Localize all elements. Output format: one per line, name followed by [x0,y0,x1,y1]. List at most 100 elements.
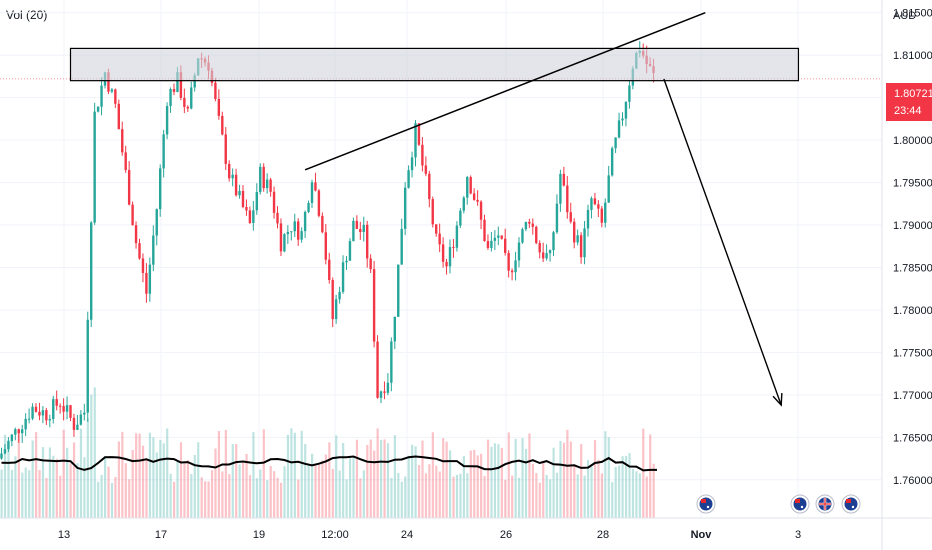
volume-bar [300,430,303,518]
price-tick-label: 1.80000 [893,135,932,147]
volume-bar [359,478,362,518]
volume-bar [31,440,34,518]
candle-body [617,120,621,138]
candle-body [186,106,189,109]
flag-australia-icon[interactable] [696,494,716,514]
volume-bar [386,443,390,518]
volume-bar [569,441,572,518]
candle-body [514,260,517,273]
candle-body [441,244,445,262]
volume-bar [162,443,165,518]
candle-body [124,152,127,171]
volume-bar [117,441,120,518]
volume-bar [380,439,383,518]
time-axis: 13 17 19 12:00 24 26 28 Nov 3 [0,517,932,541]
candle-body [221,115,224,135]
candle-body [241,190,245,207]
volume-bar [128,479,131,518]
volume-bar [83,457,86,518]
volume-bar [176,461,179,518]
candle-body [424,165,428,174]
volume-bar [504,479,507,518]
candle-body [248,210,252,223]
volume-bar [618,465,621,518]
volume-bar [490,446,493,518]
candle-body [552,232,555,251]
candle-body [279,223,283,252]
volume-bar [17,429,20,518]
price-tick-label: 1.76000 [893,475,932,487]
flag-uk-icon[interactable] [815,494,835,514]
volume-bar [366,445,369,518]
candle-body [417,123,421,145]
candle-body [141,258,145,273]
price-tick-label: 1.81500 [893,8,932,20]
volume-bar [55,458,58,518]
flag-australia-icon[interactable] [790,494,810,514]
volume-bar [473,449,476,518]
candle-body [148,264,152,294]
volume-bar [342,442,345,518]
candle-body [117,103,120,130]
candle-body [597,204,600,209]
candle-body [579,235,583,258]
candle-body [421,144,424,166]
time-tick-label: 3 [795,529,801,541]
volume-bar [66,447,69,518]
candle-body [438,233,441,245]
candle-body [58,405,62,407]
candle-body [176,72,179,92]
candle-body [372,269,376,342]
candle-body [79,414,83,425]
volume-bar [259,469,262,518]
volume-bar [242,461,245,518]
volume-bar [369,439,372,518]
volume-bar [624,455,628,518]
candle-body [507,252,510,271]
volume-bar [97,481,100,518]
candle-body [27,418,31,420]
volume-bar [7,440,10,518]
candle-body [131,204,134,226]
candle-body [93,111,96,223]
candle-body [517,242,521,261]
time-tick-label: 24 [401,529,413,541]
candle-body [272,191,276,213]
candle-body [566,185,569,213]
candle-body [472,193,476,200]
candle-body [604,202,607,223]
volume-bar [566,429,569,518]
currency-label: AUD [893,10,917,22]
candle-body [379,391,383,398]
candle-body [193,75,196,88]
candle-body [286,231,290,235]
volume-bar [286,434,290,518]
volume-bar [649,434,652,518]
volume-bar [138,433,141,518]
volume-indicator-label[interactable]: Vol (20) [6,8,48,22]
volume-bar [135,433,138,518]
candle-body [390,341,393,383]
volume-bar [0,469,3,518]
volume-bar [542,460,545,518]
volume-bar [204,481,207,518]
volume-bar [90,394,93,518]
candle-body [562,173,566,186]
volume-bar [221,471,224,518]
candle-body [228,163,231,179]
last-price-value: 1.80721 [894,88,932,100]
candle-body [121,129,124,153]
volume-bar [469,450,472,518]
volume-bar [114,477,117,518]
volume-bar [483,476,486,518]
candle-body [55,399,58,406]
volume-bar [110,482,114,518]
candle-body [276,212,279,224]
volume-bar [393,435,396,518]
candle-body [300,231,303,240]
candle-body [362,224,365,233]
flag-australia-icon[interactable] [841,494,861,514]
volume-bar [24,467,27,518]
volume-bar [290,428,293,518]
